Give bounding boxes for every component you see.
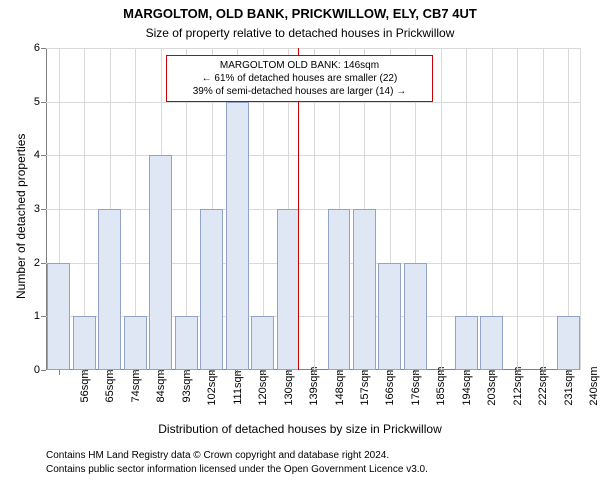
annotation-line-1: MARGOLTOM OLD BANK: 146sqm <box>172 59 427 72</box>
x-tick-label: 212sqm <box>492 350 508 389</box>
y-tick-label: 4 <box>34 149 46 161</box>
y-tick-label: 5 <box>34 96 46 108</box>
histogram-bar <box>353 209 376 370</box>
plot-area: 012345656sqm65sqm74sqm84sqm93sqm102sqm11… <box>46 48 581 370</box>
credit-line-1: Contains HM Land Registry data © Crown c… <box>46 450 389 461</box>
annotation-line-3: 39% of semi-detached houses are larger (… <box>172 85 427 98</box>
annotation-box: MARGOLTOM OLD BANK: 146sqm← 61% of detac… <box>166 55 433 102</box>
histogram-bar <box>98 209 121 370</box>
y-tick-label: 1 <box>34 310 46 322</box>
chart-title: MARGOLTOM, OLD BANK, PRICKWILLOW, ELY, C… <box>0 6 600 21</box>
x-tick-label: 240sqm <box>568 350 584 389</box>
y-tick-label: 6 <box>34 42 46 54</box>
chart-subtitle: Size of property relative to detached ho… <box>0 26 600 40</box>
histogram-bar <box>149 155 172 370</box>
histogram-bar <box>226 102 249 370</box>
credit-line-2: Contains public sector information licen… <box>46 464 428 475</box>
x-tick-label: 222sqm <box>517 350 533 389</box>
histogram-bar <box>328 209 351 370</box>
x-tick-label: 139sqm <box>288 350 304 389</box>
annotation-line-2: ← 61% of detached houses are smaller (22… <box>172 72 427 85</box>
y-tick-label: 3 <box>34 203 46 215</box>
histogram-bar <box>277 209 300 370</box>
histogram-bar <box>200 209 223 370</box>
y-tick-label: 0 <box>34 364 46 376</box>
x-axis-label: Distribution of detached houses by size … <box>0 422 600 436</box>
chart-container: MARGOLTOM, OLD BANK, PRICKWILLOW, ELY, C… <box>0 0 600 500</box>
y-tick-label: 2 <box>34 257 46 269</box>
x-tick-label: 185sqm <box>415 350 431 389</box>
y-axis-label: Number of detached properties <box>14 134 28 299</box>
